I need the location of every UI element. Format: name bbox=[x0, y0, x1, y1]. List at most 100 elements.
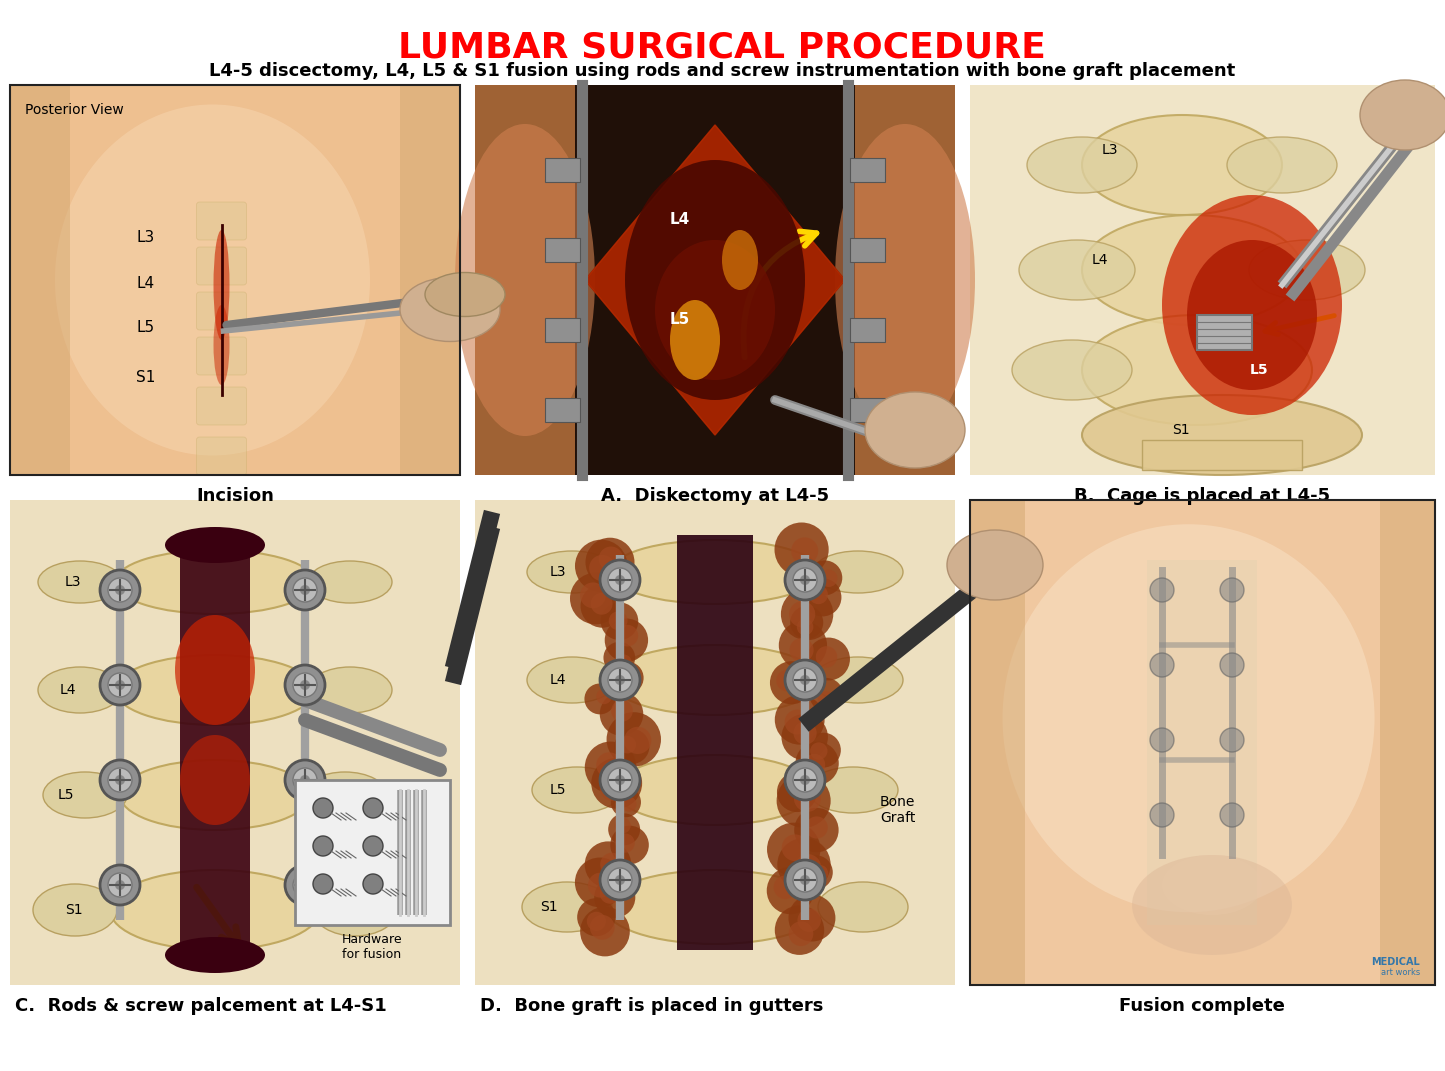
Ellipse shape bbox=[1082, 315, 1312, 425]
Bar bbox=[545, 159, 579, 182]
Ellipse shape bbox=[165, 527, 264, 563]
Circle shape bbox=[782, 834, 808, 861]
Ellipse shape bbox=[165, 937, 264, 972]
Circle shape bbox=[767, 823, 821, 876]
Ellipse shape bbox=[626, 160, 805, 399]
Circle shape bbox=[808, 560, 842, 595]
Ellipse shape bbox=[1131, 855, 1292, 955]
FancyBboxPatch shape bbox=[197, 337, 247, 375]
Text: L4-5 discectomy, L4, L5 & S1 fusion using rods and screw instrumentation with bo: L4-5 discectomy, L4, L5 & S1 fusion usin… bbox=[210, 62, 1235, 80]
Ellipse shape bbox=[116, 550, 315, 614]
Polygon shape bbox=[585, 125, 845, 435]
Ellipse shape bbox=[1003, 524, 1374, 912]
Ellipse shape bbox=[605, 870, 825, 944]
Text: S1: S1 bbox=[65, 903, 82, 917]
Circle shape bbox=[590, 915, 614, 939]
Ellipse shape bbox=[1011, 340, 1131, 399]
Circle shape bbox=[611, 700, 633, 722]
FancyBboxPatch shape bbox=[197, 202, 247, 240]
Text: art works: art works bbox=[1381, 968, 1420, 977]
Ellipse shape bbox=[946, 530, 1043, 600]
Bar bbox=[1147, 560, 1257, 925]
Circle shape bbox=[108, 768, 131, 791]
Circle shape bbox=[600, 760, 640, 800]
Circle shape bbox=[100, 570, 140, 610]
Circle shape bbox=[780, 588, 834, 640]
Circle shape bbox=[789, 921, 814, 946]
Circle shape bbox=[809, 585, 828, 604]
Circle shape bbox=[100, 665, 140, 705]
Bar bbox=[400, 85, 460, 476]
Text: L3: L3 bbox=[1103, 144, 1118, 157]
Text: MEDICAL: MEDICAL bbox=[1371, 957, 1420, 967]
Circle shape bbox=[579, 583, 605, 608]
Ellipse shape bbox=[1082, 215, 1302, 325]
Bar bbox=[850, 159, 884, 182]
Circle shape bbox=[584, 683, 616, 714]
Circle shape bbox=[591, 593, 613, 615]
Text: C.  Rods & screw palcement at L4-S1: C. Rods & screw palcement at L4-S1 bbox=[14, 997, 387, 1015]
Circle shape bbox=[803, 754, 825, 775]
Circle shape bbox=[363, 874, 383, 894]
Ellipse shape bbox=[38, 667, 121, 713]
Circle shape bbox=[594, 877, 636, 918]
Circle shape bbox=[1220, 578, 1244, 602]
Circle shape bbox=[801, 675, 811, 685]
Ellipse shape bbox=[1027, 137, 1137, 193]
Circle shape bbox=[293, 673, 316, 697]
Ellipse shape bbox=[1162, 195, 1342, 414]
Circle shape bbox=[793, 568, 816, 592]
Circle shape bbox=[569, 573, 621, 624]
Circle shape bbox=[108, 578, 131, 602]
Bar bbox=[475, 500, 955, 985]
Circle shape bbox=[600, 560, 640, 600]
Text: L3: L3 bbox=[136, 230, 155, 245]
Circle shape bbox=[597, 752, 621, 778]
Circle shape bbox=[579, 907, 630, 956]
Circle shape bbox=[1150, 803, 1173, 827]
Circle shape bbox=[770, 661, 814, 705]
Bar bbox=[10, 85, 460, 476]
Circle shape bbox=[621, 669, 637, 685]
Ellipse shape bbox=[308, 561, 392, 603]
Polygon shape bbox=[585, 125, 845, 435]
Circle shape bbox=[604, 642, 636, 674]
Text: Bone
Graft: Bone Graft bbox=[880, 795, 915, 825]
Circle shape bbox=[1220, 803, 1244, 827]
Ellipse shape bbox=[527, 550, 617, 593]
Circle shape bbox=[801, 775, 811, 785]
Bar bbox=[970, 500, 1435, 985]
Circle shape bbox=[285, 570, 325, 610]
Circle shape bbox=[767, 868, 814, 915]
Ellipse shape bbox=[1360, 80, 1445, 150]
Circle shape bbox=[600, 692, 643, 736]
Circle shape bbox=[616, 875, 626, 885]
Text: L4: L4 bbox=[1092, 253, 1108, 267]
Circle shape bbox=[616, 775, 626, 785]
Bar bbox=[970, 500, 1435, 985]
Circle shape bbox=[798, 908, 821, 932]
Circle shape bbox=[600, 775, 626, 801]
Circle shape bbox=[799, 856, 832, 889]
Ellipse shape bbox=[610, 540, 819, 604]
Circle shape bbox=[785, 710, 809, 735]
Bar bbox=[850, 398, 884, 422]
Circle shape bbox=[624, 727, 652, 754]
Bar bbox=[475, 85, 575, 476]
Circle shape bbox=[604, 619, 649, 662]
Circle shape bbox=[793, 868, 816, 892]
Circle shape bbox=[301, 680, 311, 690]
Circle shape bbox=[600, 860, 640, 900]
Circle shape bbox=[776, 773, 831, 828]
Circle shape bbox=[782, 714, 828, 760]
Text: B.  Cage is placed at L4-5: B. Cage is placed at L4-5 bbox=[1074, 487, 1329, 506]
Ellipse shape bbox=[214, 230, 230, 340]
Circle shape bbox=[808, 637, 850, 680]
Ellipse shape bbox=[425, 272, 504, 317]
Ellipse shape bbox=[527, 657, 617, 703]
Circle shape bbox=[779, 621, 827, 669]
Ellipse shape bbox=[38, 561, 121, 603]
Text: L3: L3 bbox=[551, 565, 566, 579]
Circle shape bbox=[116, 880, 126, 890]
Ellipse shape bbox=[1248, 240, 1366, 300]
